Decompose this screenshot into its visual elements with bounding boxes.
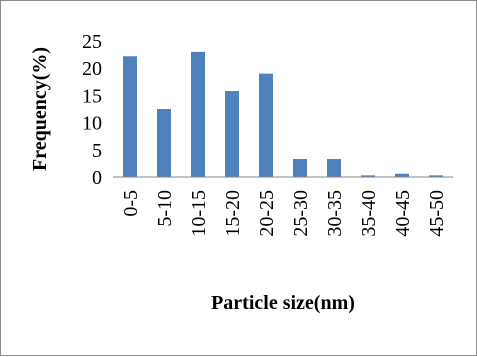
y-tick-labels: 0 5 10 15 20 25 xyxy=(82,31,102,189)
x-tick-label: 40-45 xyxy=(392,190,414,237)
bar-5-10 xyxy=(157,109,171,177)
x-tick-labels: 0-5 5-10 10-15 15-20 20-25 25-30 30-35 35-40 40-… xyxy=(120,190,448,237)
bar-20-25 xyxy=(259,73,273,177)
x-tick-label: 45-50 xyxy=(426,190,448,237)
y-tick-label: 5 xyxy=(92,140,102,162)
x-tick-label: 10-15 xyxy=(188,190,210,237)
bars xyxy=(123,51,443,178)
x-tick-label: 25-30 xyxy=(290,190,312,237)
bar-15-20 xyxy=(225,91,239,177)
x-tick-label: 30-35 xyxy=(324,190,346,237)
y-tick-label: 10 xyxy=(82,113,102,135)
bar-0-5 xyxy=(123,56,137,178)
x-tick-label: 0-5 xyxy=(120,190,142,217)
y-tick-label: 20 xyxy=(82,58,102,80)
x-tick-label: 15-20 xyxy=(222,190,244,237)
bar-35-40 xyxy=(361,175,375,177)
bar-30-35 xyxy=(327,159,341,177)
x-axis-title: Particle size(nm) xyxy=(211,292,355,314)
x-tick-label: 20-25 xyxy=(256,190,278,237)
y-tick-label: 15 xyxy=(82,85,102,107)
x-tick-label: 5-10 xyxy=(154,190,176,227)
y-axis-title: Frequency(%) xyxy=(29,47,51,171)
x-tick-label: 35-40 xyxy=(358,190,380,237)
bar-10-15 xyxy=(191,51,205,177)
bar-45-50 xyxy=(429,175,443,177)
bar-40-45 xyxy=(395,173,409,177)
y-tick-label: 0 xyxy=(92,167,102,189)
y-tick-label: 25 xyxy=(82,31,102,53)
bar-25-30 xyxy=(293,159,307,177)
